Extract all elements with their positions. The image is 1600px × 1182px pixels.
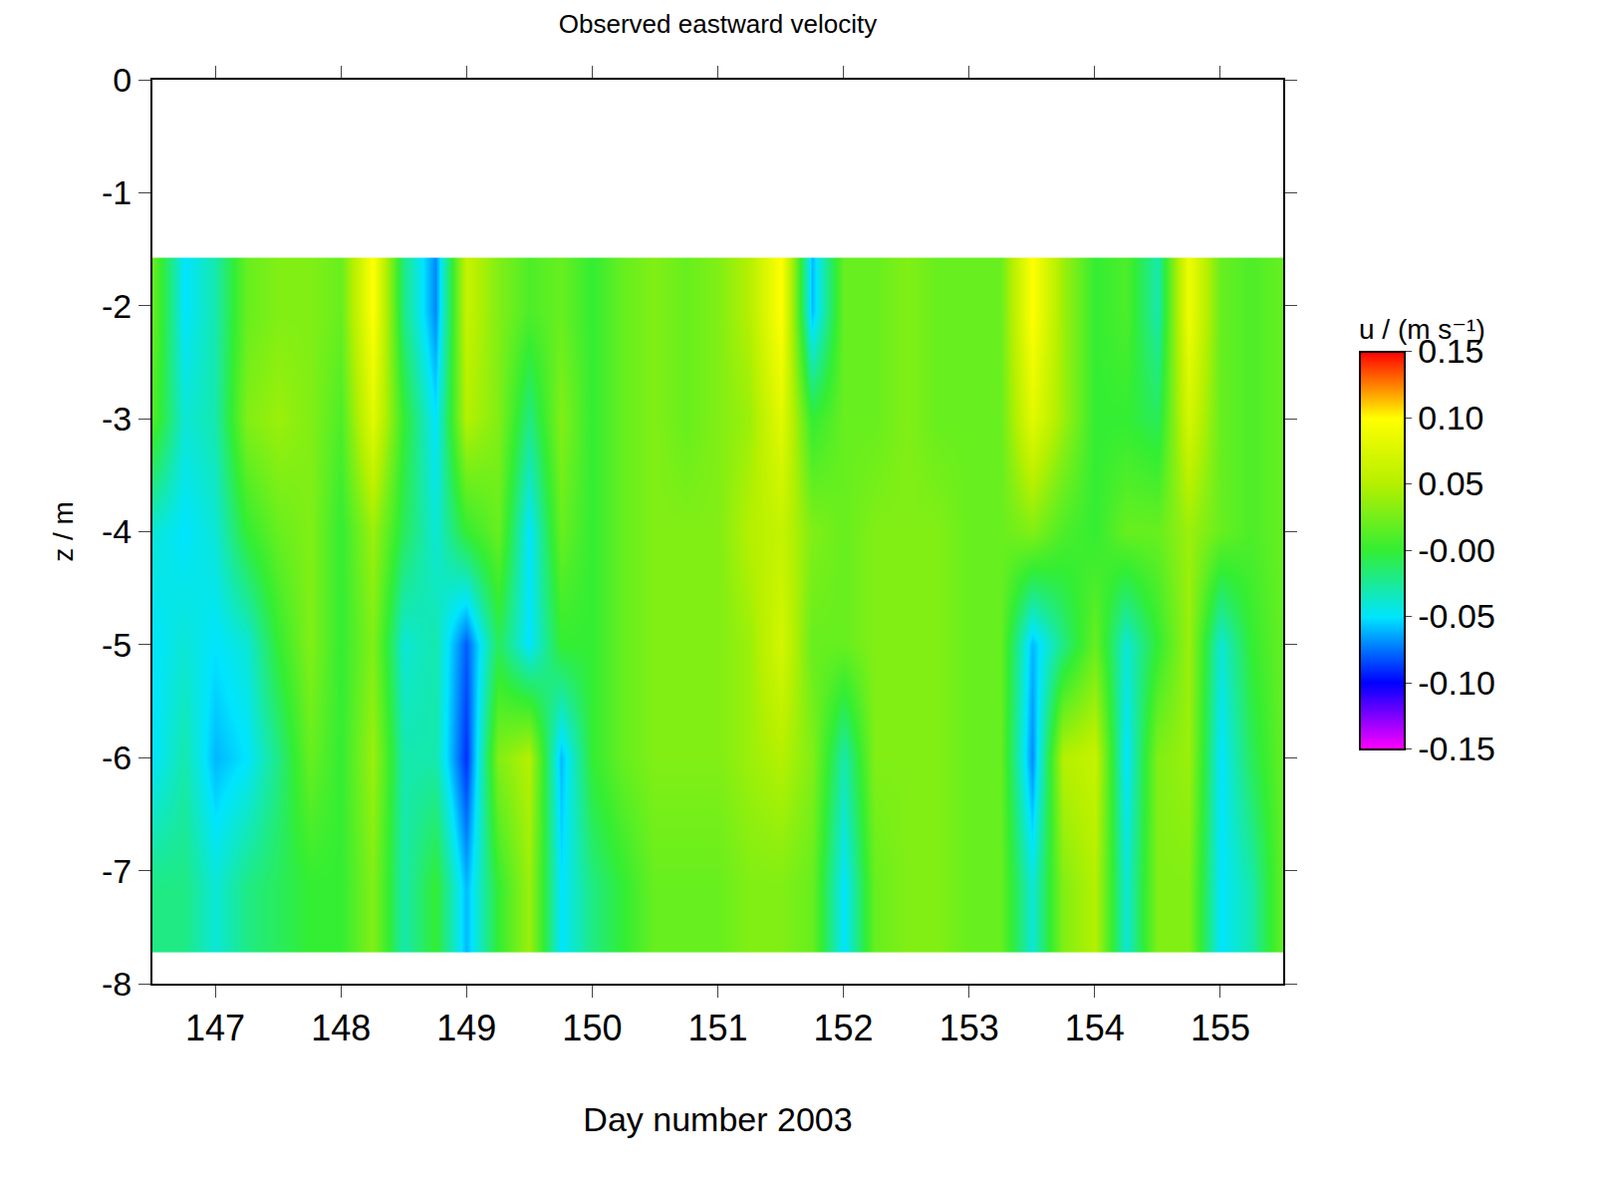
svg-text:z / m: z / m [47, 501, 79, 562]
svg-text:147: 147 [185, 1007, 246, 1049]
svg-text:-4: -4 [101, 512, 132, 550]
svg-text:148: 148 [310, 1007, 371, 1049]
svg-text:-0.10: -0.10 [1417, 663, 1496, 702]
svg-text:0.10: 0.10 [1417, 398, 1484, 437]
svg-text:155: 155 [1190, 1007, 1251, 1049]
svg-text:152: 152 [813, 1007, 874, 1049]
svg-text:-0.15: -0.15 [1417, 729, 1496, 768]
svg-text:154: 154 [1065, 1007, 1125, 1049]
svg-text:-2: -2 [101, 286, 132, 325]
svg-text:-0.00: -0.00 [1417, 531, 1496, 569]
svg-text:-7: -7 [101, 851, 132, 890]
svg-text:151: 151 [687, 1007, 748, 1049]
svg-text:0: 0 [112, 60, 132, 99]
svg-text:Observed eastward velocity: Observed eastward velocity [558, 8, 877, 39]
svg-text:-0.05: -0.05 [1417, 596, 1496, 635]
svg-text:-3: -3 [101, 399, 132, 438]
svg-text:0.05: 0.05 [1417, 464, 1484, 503]
svg-text:-5: -5 [101, 625, 132, 664]
svg-text:-6: -6 [101, 738, 132, 777]
svg-text:-1: -1 [101, 173, 132, 212]
svg-text:Day number 2003: Day number 2003 [582, 1099, 852, 1138]
svg-text:0.15: 0.15 [1417, 331, 1484, 370]
svg-text:u / (m s⁻¹): u / (m s⁻¹) [1358, 313, 1486, 345]
svg-text:-8: -8 [101, 964, 132, 1003]
svg-text:150: 150 [561, 1007, 622, 1049]
svg-text:149: 149 [436, 1007, 497, 1049]
svg-text:153: 153 [939, 1007, 1000, 1049]
